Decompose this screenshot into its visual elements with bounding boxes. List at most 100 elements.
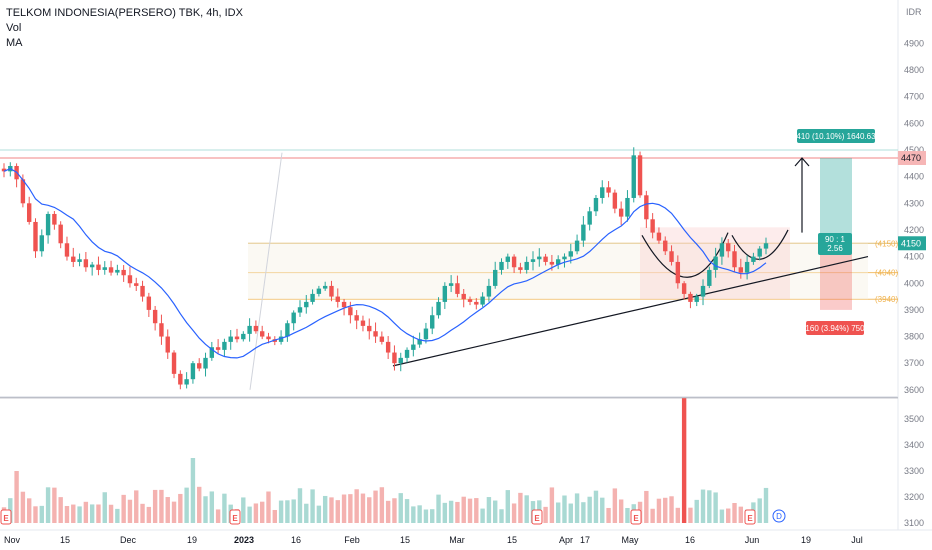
volume-bar [115, 508, 120, 523]
candle-body [612, 192, 618, 209]
candle-body [694, 296, 699, 302]
volume-bar [707, 490, 712, 523]
volume-bar [159, 489, 164, 523]
volume-bar [215, 509, 221, 523]
time-tick-label: Jul [851, 535, 863, 545]
volume-bar [593, 490, 599, 523]
level-tag: (3940) [875, 295, 898, 304]
volume-bar [455, 501, 460, 523]
earnings-marker[interactable]: E [630, 509, 642, 525]
volume-bar [71, 504, 76, 523]
volume-bar [253, 503, 259, 523]
volume-bar [146, 506, 152, 523]
volume-bar [354, 489, 359, 523]
candle-body [669, 251, 674, 262]
volume-bar [574, 493, 580, 523]
indicator-vol[interactable]: Vol [6, 22, 22, 34]
volume-bar [77, 506, 82, 523]
volume-bar [669, 496, 674, 523]
volume-bar [555, 502, 561, 523]
level-price-tag-bg [898, 150, 926, 165]
candle-body [140, 285, 145, 297]
candle-body [77, 259, 82, 262]
candle-body [278, 336, 284, 342]
indicator-ma[interactable]: MA [6, 37, 23, 49]
time-tick-label: 15 [60, 535, 70, 545]
volume-bar [493, 500, 498, 523]
price-tick-label: 4600 [904, 118, 924, 128]
volume-bar [285, 500, 290, 523]
candle-body [52, 213, 57, 225]
candle-body [631, 155, 636, 198]
candle-body [757, 248, 762, 257]
earnings-marker-label: E [747, 514, 753, 523]
symbol-title[interactable]: TELKOM INDONESIA(PERSERO) TBK, 4h, IDX [6, 7, 243, 19]
volume-bar [448, 500, 454, 523]
earnings-marker-box [229, 509, 241, 525]
price-axis-currency: IDR [906, 7, 922, 17]
candle-body [505, 256, 511, 262]
volume-bar [562, 495, 567, 523]
volume-bar [83, 501, 89, 523]
dividend-marker[interactable]: D [772, 509, 786, 523]
price-tick-label: 4900 [904, 38, 924, 48]
time-tick-label: Apr [559, 535, 573, 545]
volume-bar [272, 509, 277, 523]
candle-body [430, 315, 435, 329]
candle-body [121, 269, 126, 276]
volume-tick-label: 3100 [904, 518, 924, 528]
volume-bar [474, 498, 479, 523]
earnings-marker[interactable]: E [0, 509, 12, 525]
candle-body [436, 301, 441, 316]
candle-body [499, 261, 504, 270]
volume-bar [430, 509, 435, 523]
ratio-label-line1: 90 : 1 [825, 235, 846, 244]
volume-tick-label: 3200 [904, 492, 924, 502]
candle-body [442, 285, 448, 302]
ratio-label-line2: 2.56 [827, 244, 843, 253]
volume-bar [291, 499, 296, 523]
earnings-marker-box [531, 509, 543, 525]
candle-body [222, 341, 227, 350]
candle-body [335, 296, 340, 302]
volume-bar [719, 509, 725, 523]
candle-body [45, 213, 51, 236]
volume-bar [33, 506, 38, 523]
candle-body [461, 293, 466, 300]
candle-body [530, 259, 536, 262]
earnings-marker[interactable]: E [744, 509, 756, 525]
candle-body [215, 347, 221, 350]
price-tick-label: 4000 [904, 278, 924, 288]
candle-body [593, 197, 599, 212]
candle-body [209, 347, 215, 358]
volume-bar [203, 496, 208, 523]
volume-bar [499, 509, 504, 523]
time-tick-label: Dec [120, 535, 137, 545]
volume-bar [152, 489, 158, 523]
candle-body [360, 320, 366, 326]
volume-bar [549, 487, 555, 523]
candle-body [108, 267, 114, 273]
candles-group [1, 147, 769, 390]
volume-bar [467, 498, 473, 523]
candle-body [404, 349, 410, 358]
price-tick-label: 3800 [904, 332, 924, 342]
candle-body [574, 240, 580, 252]
candle-body [537, 256, 542, 260]
candle-body [493, 269, 498, 286]
earnings-marker[interactable]: E [229, 509, 241, 525]
volume-bar [442, 502, 448, 523]
time-tick-label: 16 [291, 535, 301, 545]
volume-bar [700, 489, 706, 523]
last-price-tag-bg [898, 236, 926, 251]
earnings-marker[interactable]: E [531, 509, 543, 525]
volume-bar [713, 492, 718, 523]
candle-body [688, 293, 693, 302]
volume-bar [89, 504, 95, 523]
cup-curve [641, 232, 729, 278]
candle-body [549, 261, 555, 265]
candle-body [751, 256, 756, 262]
volume-bar [310, 489, 315, 523]
